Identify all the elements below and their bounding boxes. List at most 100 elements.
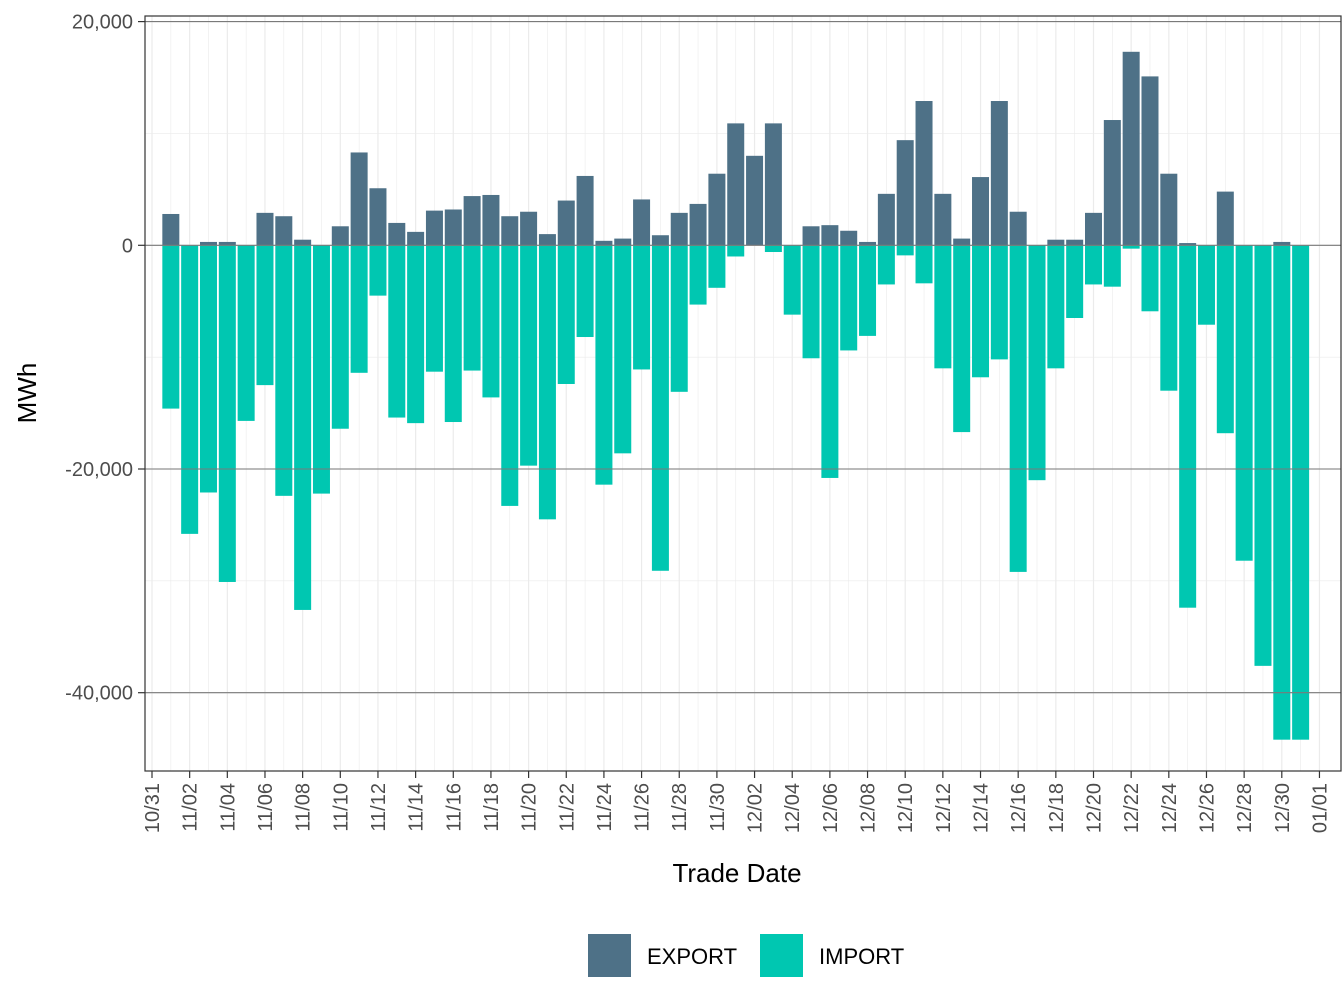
x-axis-title: Trade Date: [672, 858, 801, 888]
bar-import-12-16: [1009, 245, 1027, 572]
bar-import-11-15: [425, 245, 443, 372]
bar-import-12-07: [840, 245, 858, 351]
bar-import-12-10: [896, 245, 914, 256]
y-tick-label: 0: [122, 235, 133, 257]
bar-import-12-17: [1028, 245, 1046, 481]
x-axis: 10/31 11/02 11/04 11/06 11/08 11/10 11/12 11/14…: [142, 771, 1331, 833]
bar-export-12-19: [1066, 239, 1084, 246]
y-axis-title: MWh: [12, 363, 42, 424]
bar-export-11-16: [444, 209, 462, 246]
bar-export-12-23: [1141, 76, 1159, 246]
bar-import-12-03: [764, 245, 782, 253]
bar-import-12-19: [1066, 245, 1084, 318]
x-tick-label: 11/24: [594, 783, 616, 832]
bar-export-12-21: [1103, 120, 1121, 246]
bar-export-11-28: [670, 212, 688, 246]
bar-import-11-09: [312, 245, 330, 494]
bar-export-12-24: [1160, 173, 1178, 246]
x-tick-label: 12/04: [782, 783, 804, 833]
y-tick-label: -40,000: [65, 683, 133, 705]
x-tick-label: 11/12: [368, 783, 390, 832]
bar-export-11-04: [218, 241, 236, 246]
bar-import-12-23: [1141, 245, 1159, 312]
bar-export-11-12: [369, 188, 387, 246]
bar-export-11-15: [425, 210, 443, 246]
x-tick-label: 12/18: [1046, 783, 1068, 833]
bar-import-12-11: [915, 245, 933, 284]
bar-export-11-26: [633, 199, 651, 246]
bar-export-11-27: [651, 235, 669, 246]
bar-import-11-04: [218, 245, 236, 582]
legend-key-export: [588, 934, 631, 977]
bar-export-12-07: [840, 230, 858, 246]
bar-import-12-01: [727, 245, 745, 257]
bar-export-11-08: [294, 239, 312, 246]
bar-import-12-26: [1197, 245, 1215, 325]
bar-import-12-12: [934, 245, 952, 369]
bar-import-12-25: [1179, 245, 1197, 608]
bar-import-11-13: [388, 245, 406, 418]
bar-export-12-16: [1009, 211, 1027, 246]
bar-import-11-02: [181, 245, 199, 534]
x-tick-label: 12/20: [1084, 783, 1106, 833]
legend: EXPORT IMPORT: [588, 934, 904, 977]
bar-import-11-01: [162, 245, 180, 409]
x-tick-label: 12/26: [1196, 783, 1218, 833]
bar-import-11-20: [520, 245, 538, 466]
bar-export-12-30: [1273, 241, 1291, 246]
x-tick-label: 11/18: [481, 783, 503, 832]
bar-import-11-17: [463, 245, 481, 371]
x-tick-label: 12/10: [895, 783, 917, 833]
bar-export-11-20: [520, 211, 538, 246]
bar-export-12-15: [990, 101, 1008, 246]
bar-export-12-18: [1047, 239, 1065, 246]
bar-import-12-13: [953, 245, 971, 433]
bar-import-12-14: [972, 245, 990, 378]
bar-import-12-08: [859, 245, 877, 336]
bar-import-12-28: [1235, 245, 1253, 561]
x-tick-label: 12/14: [971, 783, 993, 833]
x-tick-label: 11/28: [669, 783, 691, 832]
bar-export-12-02: [746, 155, 764, 246]
bar-export-12-22: [1122, 51, 1140, 246]
bar-export-11-01: [162, 213, 180, 246]
bar-export-12-08: [859, 241, 877, 246]
bar-import-11-22: [557, 245, 575, 384]
x-tick-label: 12/28: [1234, 783, 1256, 833]
bar-import-12-22: [1122, 245, 1140, 249]
bar-import-11-12: [369, 245, 387, 296]
bar-export-11-29: [689, 203, 707, 246]
bar-import-11-18: [482, 245, 500, 398]
bar-import-12-20: [1085, 245, 1102, 285]
bar-import-11-08: [294, 245, 312, 610]
bar-import-11-30: [708, 245, 726, 288]
bar-import-11-06: [256, 245, 274, 386]
bar-export-12-27: [1216, 191, 1234, 246]
bar-export-11-07: [275, 216, 293, 246]
bar-export-11-10: [331, 226, 349, 246]
bar-import-11-05: [237, 245, 255, 421]
bar-import-11-24: [595, 245, 613, 485]
bar-import-11-21: [538, 245, 556, 520]
bar-export-11-06: [256, 212, 274, 246]
bars: [145, 21, 1341, 740]
bar-export-11-25: [614, 238, 632, 246]
bar-export-11-11: [350, 152, 368, 246]
bar-import-11-10: [331, 245, 349, 429]
bar-import-11-19: [501, 245, 519, 506]
bar-export-12-01: [727, 123, 745, 246]
bar-import-11-14: [407, 245, 425, 424]
bar-import-12-29: [1254, 245, 1272, 666]
bar-import-12-06: [821, 245, 839, 478]
bar-export-12-11: [915, 101, 933, 246]
bar-import-12-18: [1047, 245, 1065, 369]
bar-import-12-05: [802, 245, 820, 359]
bar-export-12-14: [972, 177, 990, 246]
y-tick-label: 20,000: [72, 12, 133, 34]
x-tick-label: 12/24: [1159, 783, 1181, 833]
x-tick-label: 12/30: [1272, 783, 1294, 833]
bar-import-11-07: [275, 245, 293, 496]
x-tick-label: 11/20: [519, 783, 541, 832]
legend-label-import: IMPORT: [819, 944, 904, 969]
bar-export-12-13: [953, 238, 971, 246]
